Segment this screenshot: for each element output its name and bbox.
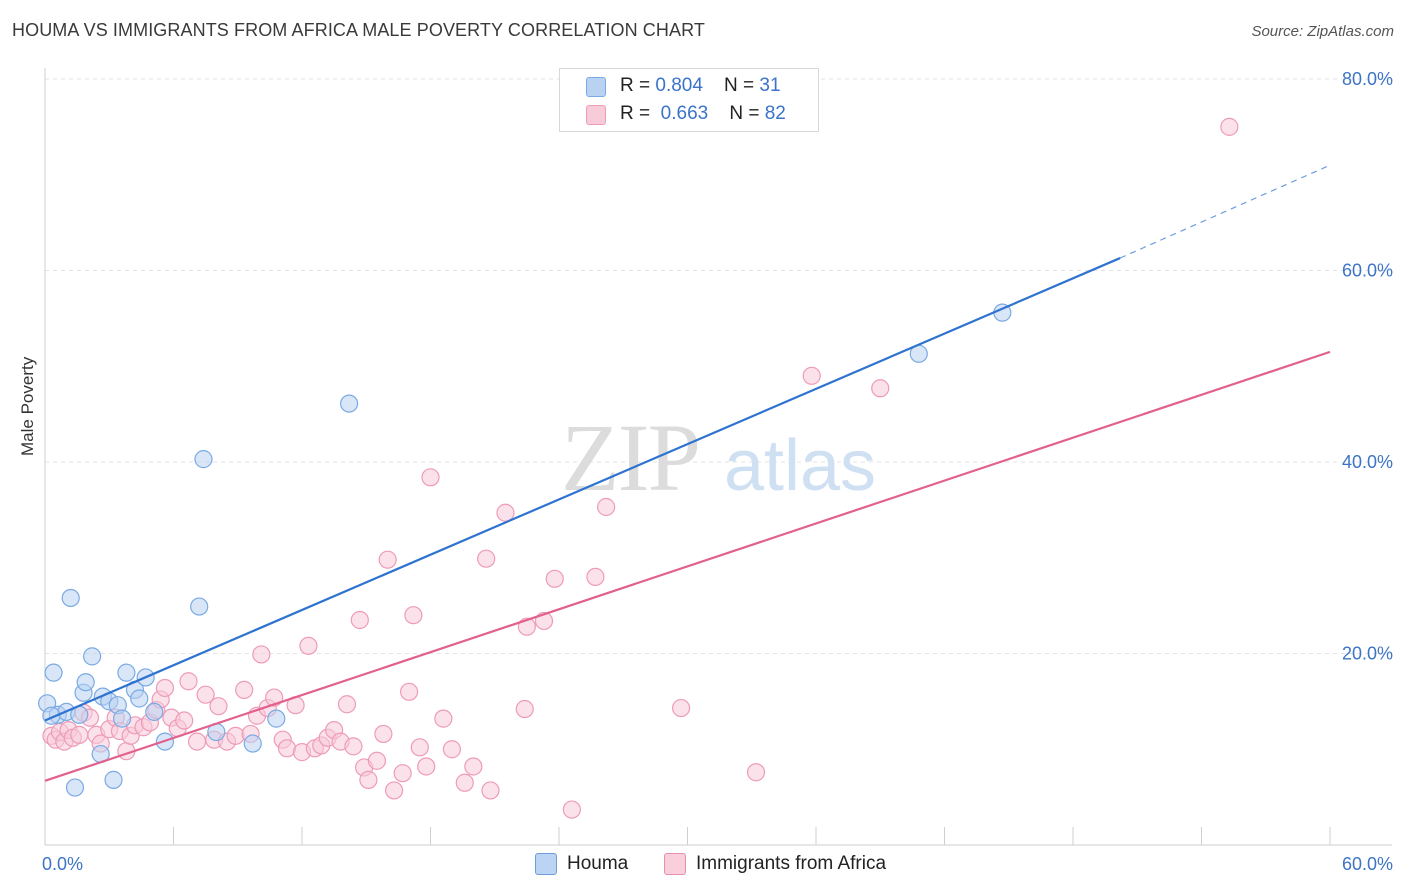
watermark: ZIP atlas <box>561 404 876 511</box>
data-point <box>277 739 297 758</box>
data-point <box>404 606 423 625</box>
data-point <box>421 468 440 487</box>
watermark-atlas: atlas <box>724 426 876 506</box>
legend-swatch-immigrants <box>586 105 606 125</box>
data-point <box>367 751 387 770</box>
data-point <box>378 550 397 569</box>
data-point <box>76 673 95 692</box>
chart-title: HOUMA VS IMMIGRANTS FROM AFRICA MALE POV… <box>12 20 705 40</box>
trend-line-extension <box>1119 164 1331 259</box>
data-point <box>399 682 419 701</box>
data-point <box>393 764 412 783</box>
y-axis-label: Male Poverty <box>18 356 37 456</box>
series-legend: Houma Immigrants from Africa <box>0 852 1406 878</box>
watermark-zip: ZIP <box>561 404 699 511</box>
data-point <box>545 569 564 588</box>
data-point <box>802 366 821 385</box>
data-point <box>477 549 496 568</box>
data-point <box>384 781 404 800</box>
data-point <box>337 695 357 714</box>
data-point <box>871 379 890 398</box>
legend-text-houma: R = 0.804 N = 31 <box>620 75 781 96</box>
data-point <box>70 725 89 744</box>
data-point <box>299 636 318 655</box>
x-tick-label: 60.0% <box>1342 854 1393 874</box>
data-point <box>1220 117 1239 136</box>
data-point <box>374 724 393 744</box>
data-point <box>209 697 228 716</box>
data-point <box>359 770 378 789</box>
data-point <box>410 738 429 757</box>
data-point <box>455 773 474 792</box>
data-point <box>44 663 63 682</box>
data-point <box>145 702 164 722</box>
data-point <box>112 709 132 728</box>
data-point <box>243 734 262 753</box>
data-point <box>464 757 483 776</box>
y-tick-label: 80.0% <box>1342 69 1393 89</box>
data-point <box>190 597 209 616</box>
trend-line <box>44 350 1331 782</box>
data-point <box>481 781 500 800</box>
data-point <box>671 698 691 718</box>
data-point <box>252 645 271 664</box>
data-point <box>130 689 149 708</box>
legend-row-immigrants: R = 0.663 N = 82 <box>560 101 818 129</box>
n-value-houma: 31 <box>759 75 781 96</box>
data-point <box>597 497 616 517</box>
data-point <box>83 647 102 666</box>
trend-line <box>44 257 1121 722</box>
data-point <box>586 567 605 587</box>
n-value-immigrants: 82 <box>764 103 786 124</box>
trend-lines <box>44 164 1331 782</box>
legend-swatch-immigrants-bottom <box>664 853 686 875</box>
legend-row-houma: R = 0.804 N = 31 <box>560 73 818 101</box>
data-point <box>746 763 766 782</box>
grid-lines <box>45 78 1392 654</box>
legend-label-immigrants: Immigrants from Africa <box>696 853 887 874</box>
data-point <box>350 610 369 630</box>
data-point <box>104 770 123 789</box>
data-point <box>562 800 581 819</box>
y-tick-label: 60.0% <box>1342 261 1393 281</box>
x-tick-label: 0.0% <box>42 854 83 874</box>
data-point <box>65 778 85 797</box>
data-point <box>196 685 215 704</box>
data-point <box>417 757 436 776</box>
data-point <box>187 732 207 751</box>
data-point <box>155 678 175 698</box>
legend-text-immigrants: R = 0.663 N = 82 <box>620 103 786 124</box>
legend-swatch-houma-bottom <box>535 853 557 875</box>
data-point <box>194 450 213 469</box>
legend-swatch-houma <box>586 77 606 97</box>
legend-label-houma: Houma <box>567 853 629 874</box>
data-point <box>61 588 80 608</box>
data-point <box>235 680 254 699</box>
data-point <box>340 394 359 413</box>
series-houma-points <box>38 303 1012 797</box>
data-point <box>344 737 363 756</box>
data-point <box>226 726 245 745</box>
y-tick-label: 20.0% <box>1342 644 1393 664</box>
data-point <box>496 503 515 522</box>
data-point <box>117 663 136 682</box>
r-value-houma: 0.804 <box>655 75 703 96</box>
series-immigrants-points <box>42 117 1239 819</box>
tick-labels: 20.0% 40.0% 60.0% 80.0% 0.0% 60.0% <box>42 69 1393 874</box>
data-point <box>179 672 198 691</box>
data-point <box>175 711 194 730</box>
data-point <box>515 699 534 719</box>
r-value-immigrants: 0.663 <box>660 103 709 124</box>
y-tick-label: 40.0% <box>1342 452 1393 472</box>
data-point <box>442 740 462 759</box>
correlation-legend: R = 0.804 N = 31 R = 0.663 N = 82 <box>559 68 819 132</box>
source-credit: Source: ZipAtlas.com <box>1251 23 1394 40</box>
data-point <box>267 709 286 728</box>
data-point <box>434 709 453 728</box>
